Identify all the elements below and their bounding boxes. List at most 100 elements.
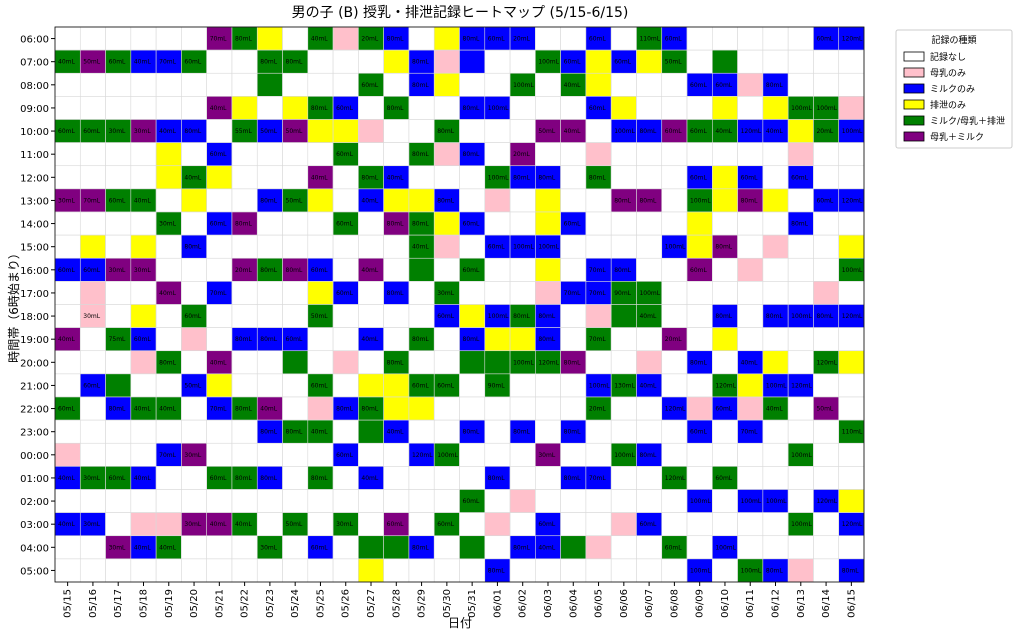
heat-cell xyxy=(838,234,865,259)
cell-label: 80mL xyxy=(235,36,252,43)
heat-cell xyxy=(358,119,384,143)
heat-cell xyxy=(383,535,410,560)
heat-cell xyxy=(484,281,511,305)
heat-cell xyxy=(560,234,587,259)
heat-cell xyxy=(509,211,536,236)
cell-label: 55mL xyxy=(235,128,252,135)
heat-cell xyxy=(686,327,713,352)
heat-cell xyxy=(231,442,258,467)
heat-cell xyxy=(231,188,258,213)
heat-cell xyxy=(231,304,258,328)
heat-cell xyxy=(535,281,561,305)
heat-cell xyxy=(383,304,410,328)
heat-cell xyxy=(256,281,283,305)
cell-label: 100mL xyxy=(791,105,812,112)
x-tick-label: 05/31 xyxy=(467,589,478,618)
heat-cell xyxy=(282,466,309,490)
heat-cell xyxy=(54,535,81,560)
x-tick-label: 06/03 xyxy=(543,589,554,618)
cell-label: 60mL xyxy=(311,382,328,389)
heat-cell xyxy=(433,419,460,444)
heat-cell xyxy=(433,257,460,282)
cell-label: 40mL xyxy=(412,244,429,251)
cell-label: 80mL xyxy=(260,475,277,482)
heat-cell xyxy=(332,304,359,328)
heat-cell xyxy=(560,535,587,560)
heat-cell xyxy=(79,26,106,51)
cell-label: 40mL xyxy=(159,544,176,551)
heat-cell xyxy=(181,96,207,120)
y-tick-label: 23:00 xyxy=(20,428,49,439)
cell-label: 40mL xyxy=(766,406,783,413)
cell-label: 70mL xyxy=(210,290,227,297)
y-tick-label: 00:00 xyxy=(20,451,49,462)
heat-cell xyxy=(105,442,132,467)
cell-label: 60mL xyxy=(311,267,328,274)
heat-cell xyxy=(560,396,587,421)
heat-cell xyxy=(383,49,410,74)
heat-cell xyxy=(433,466,460,490)
cell-label: 60mL xyxy=(134,336,151,343)
heat-cell xyxy=(484,489,511,513)
cell-label: 80mL xyxy=(614,197,631,204)
heat-cell xyxy=(787,257,814,282)
heat-cell xyxy=(155,165,182,190)
x-tick-label: 05/23 xyxy=(265,589,276,618)
heat-cell xyxy=(686,512,713,537)
heat-cell xyxy=(535,26,561,51)
heat-cell xyxy=(459,119,486,143)
heat-cell xyxy=(712,442,738,467)
cell-label: 80mL xyxy=(538,174,555,181)
heat-cell xyxy=(408,419,435,444)
cell-label: 60mL xyxy=(336,290,353,297)
heat-cell xyxy=(408,512,435,537)
heat-cell xyxy=(282,442,309,467)
heat-cell xyxy=(585,350,612,375)
heat-cell xyxy=(737,211,764,236)
heat-cell xyxy=(585,234,612,259)
heat-cell xyxy=(181,489,207,513)
cell-label: 60mL xyxy=(690,174,707,181)
cell-label: 60mL xyxy=(437,521,454,528)
heat-cell xyxy=(762,96,789,120)
heat-cell xyxy=(358,489,384,513)
heat-cell xyxy=(813,234,840,259)
cell-label: 70mL xyxy=(83,197,100,204)
legend-swatch xyxy=(903,131,925,142)
cell-label: 100mL xyxy=(589,382,610,389)
heat-cell xyxy=(813,49,840,74)
heat-cell xyxy=(282,234,309,259)
heat-cell xyxy=(155,26,182,51)
cell-label: 60mL xyxy=(109,475,126,482)
cell-label: 80mL xyxy=(463,36,480,43)
heat-cell xyxy=(585,49,612,74)
cell-label: 110mL xyxy=(842,429,863,436)
cell-label: 40mL xyxy=(159,406,176,413)
heat-cell xyxy=(610,327,637,352)
cell-label: 100mL xyxy=(766,498,787,505)
heat-cell xyxy=(358,535,384,560)
cell-label: 40mL xyxy=(58,475,75,482)
x-tick-label: 05/19 xyxy=(164,589,175,618)
heat-cell xyxy=(737,466,764,490)
legend-label: ミルク/母乳＋排泄 xyxy=(930,115,1005,127)
cell-label: 80mL xyxy=(412,336,429,343)
cell-label: 30mL xyxy=(83,521,100,528)
cell-label: 80mL xyxy=(235,475,252,482)
cell-label: 40mL xyxy=(210,105,227,112)
heat-cell xyxy=(585,211,612,236)
cell-label: 80mL xyxy=(614,267,631,274)
heat-cell xyxy=(762,442,789,467)
cell-label: 40mL xyxy=(184,174,201,181)
heat-cell xyxy=(737,234,764,259)
heat-cell xyxy=(610,419,637,444)
cell-label: 60mL xyxy=(463,498,480,505)
heat-cell xyxy=(560,188,587,213)
heat-cell xyxy=(838,442,865,467)
cell-label: 80mL xyxy=(690,359,707,366)
x-tick-label: 06/13 xyxy=(796,589,807,618)
heat-cell xyxy=(408,188,435,213)
cell-label: 50mL xyxy=(286,128,303,135)
x-tick-label: 06/11 xyxy=(745,589,756,618)
heat-cell xyxy=(130,26,157,51)
